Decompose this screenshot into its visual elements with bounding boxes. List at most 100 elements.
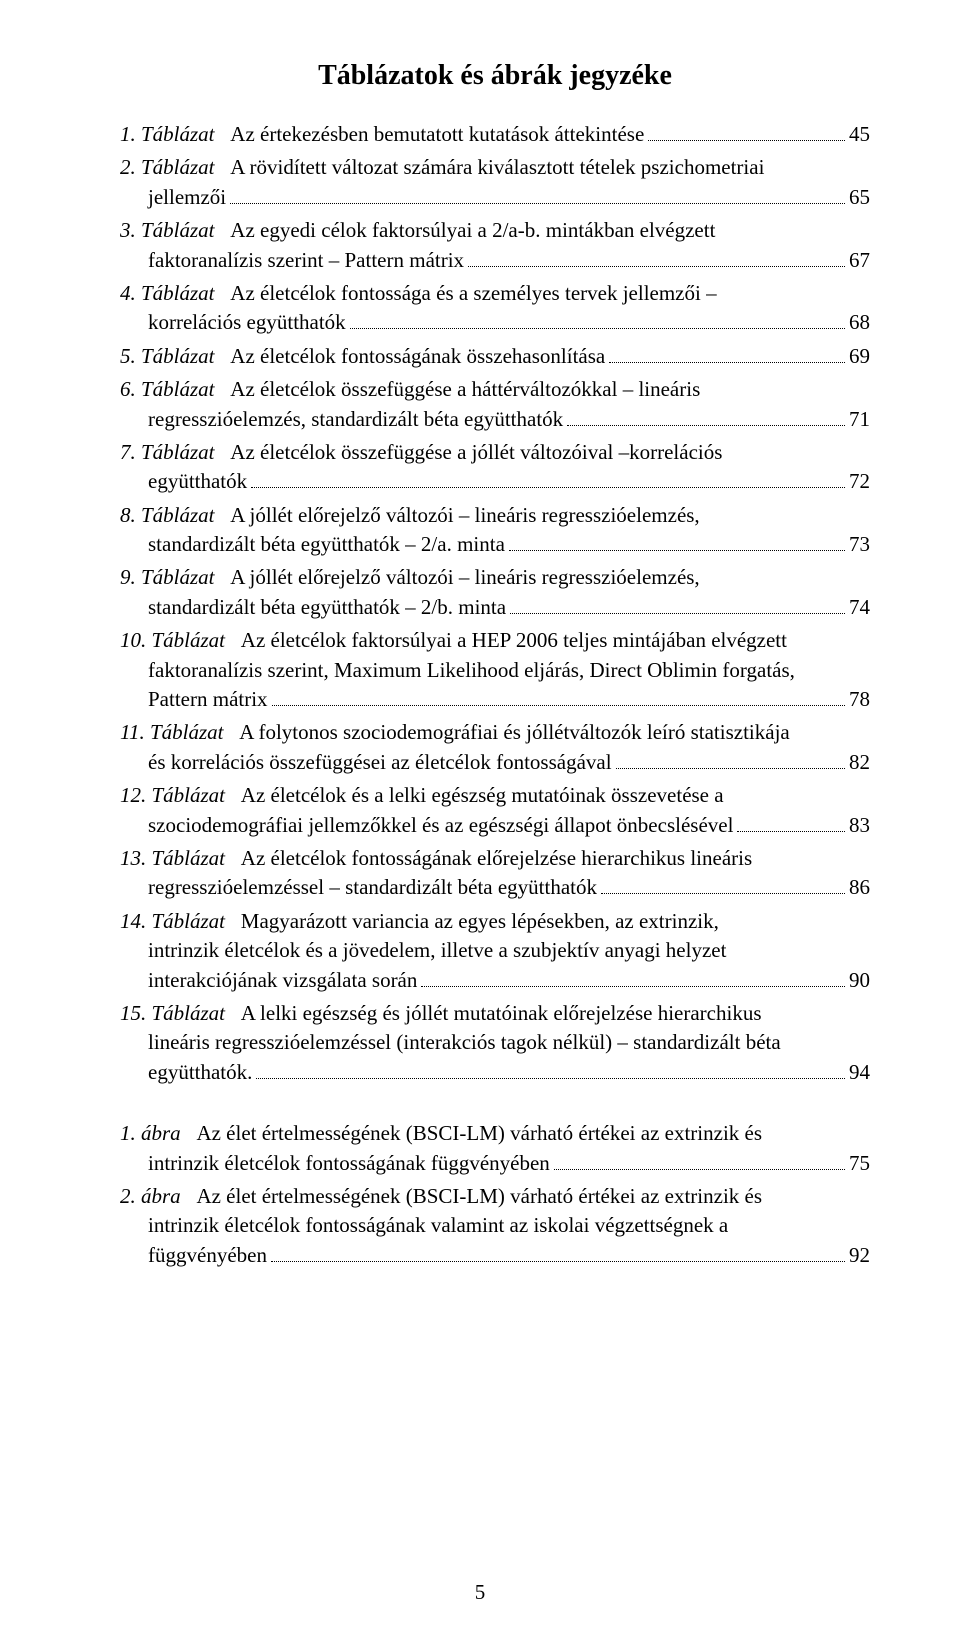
toc-first-line: 7. Táblázat Az életcélok összefüggése a … (120, 438, 870, 467)
figure-toc-entry: 2. ábra Az élet értelmességének (BSCI-LM… (120, 1182, 870, 1270)
toc-continuation-line: intrinzik életcélok fontosságának valami… (120, 1211, 870, 1240)
toc-last-line: függvényében 92 (120, 1241, 870, 1270)
table-toc-entry: 9. Táblázat A jóllét előrejelző változói… (120, 563, 870, 622)
toc-last-line: szociodemográfiai jellemzőkkel és az egé… (120, 811, 870, 840)
leader-dots (350, 328, 845, 329)
toc-label: 4. Táblázat (120, 281, 215, 305)
toc-label: 2. ábra (120, 1184, 181, 1208)
leader-dots (468, 266, 845, 267)
leader-dots (230, 203, 845, 204)
toc-first-line: 1. ábra Az élet értelmességének (BSCI-LM… (120, 1119, 870, 1148)
toc-first-line: 14. Táblázat Magyarázott variancia az eg… (120, 907, 870, 936)
table-toc-entry: 11. Táblázat A folytonos szociodemográfi… (120, 718, 870, 777)
section-gap (120, 1091, 870, 1119)
toc-first-line: 12. Táblázat Az életcélok és a lelki egé… (120, 781, 870, 810)
toc-page-number: 45 (849, 120, 870, 149)
toc-text: 5. Táblázat Az életcélok fontosságának ö… (120, 342, 605, 371)
toc-page-number: 74 (849, 593, 870, 622)
toc-continuation-line: lineáris regresszióelemzéssel (interakci… (120, 1028, 870, 1057)
toc-text: együtthatók (148, 467, 247, 496)
toc-last-line: és korrelációs összefüggései az életcélo… (120, 748, 870, 777)
toc-label: 15. Táblázat (120, 1001, 225, 1025)
toc-text: 1. Táblázat Az értekezésben bemutatott k… (120, 120, 644, 149)
toc-label: 12. Táblázat (120, 783, 225, 807)
table-toc-entry: 14. Táblázat Magyarázott variancia az eg… (120, 907, 870, 995)
toc-page-number: 78 (849, 685, 870, 714)
toc-label: 1. ábra (120, 1121, 181, 1145)
toc-last-line: jellemzői 65 (120, 183, 870, 212)
figures-toc-list: 1. ábra Az élet értelmességének (BSCI-LM… (120, 1119, 870, 1270)
leader-dots (251, 487, 845, 488)
toc-label: 2. Táblázat (120, 155, 215, 179)
toc-page-number: 83 (849, 811, 870, 840)
toc-page-number: 73 (849, 530, 870, 559)
table-toc-entry: 1. Táblázat Az értekezésben bemutatott k… (120, 120, 870, 149)
toc-first-line: 15. Táblázat A lelki egészség és jóllét … (120, 999, 870, 1028)
toc-text: interakciójának vizsgálata során (148, 966, 417, 995)
toc-last-line: regresszióelemzéssel – standardizált bét… (120, 873, 870, 902)
toc-first-line: 8. Táblázat A jóllét előrejelző változói… (120, 501, 870, 530)
toc-page-number: 69 (849, 342, 870, 371)
toc-text: standardizált béta együtthatók – 2/b. mi… (148, 593, 506, 622)
toc-page-number: 68 (849, 308, 870, 337)
figure-toc-entry: 1. ábra Az élet értelmességének (BSCI-LM… (120, 1119, 870, 1178)
leader-dots (737, 831, 845, 832)
toc-label: 7. Táblázat (120, 440, 215, 464)
toc-page-number: 67 (849, 246, 870, 275)
toc-text: függvényében (148, 1241, 267, 1270)
toc-label: 14. Táblázat (120, 909, 225, 933)
page-title: Táblázatok és ábrák jegyzéke (120, 60, 870, 92)
toc-first-line: 6. Táblázat Az életcélok összefüggése a … (120, 375, 870, 404)
leader-dots (421, 986, 845, 987)
table-toc-entry: 15. Táblázat A lelki egészség és jóllét … (120, 999, 870, 1087)
toc-last-line: faktoranalízis szerint – Pattern mátrix … (120, 246, 870, 275)
toc-page-number: 75 (849, 1149, 870, 1178)
toc-text: intrinzik életcélok fontosságának függvé… (148, 1149, 550, 1178)
toc-text: együtthatók. (148, 1058, 252, 1087)
toc-page-number: 82 (849, 748, 870, 777)
table-toc-entry: 3. Táblázat Az egyedi célok faktorsúlyai… (120, 216, 870, 275)
toc-label: 11. Táblázat (120, 720, 223, 744)
toc-page-number: 65 (849, 183, 870, 212)
toc-last-line: korrelációs együtthatók 68 (120, 308, 870, 337)
leader-dots (648, 140, 845, 141)
toc-page-number: 86 (849, 873, 870, 902)
toc-label: 1. Táblázat (120, 122, 215, 146)
toc-page-number: 90 (849, 966, 870, 995)
table-toc-entry: 12. Táblázat Az életcélok és a lelki egé… (120, 781, 870, 840)
page-number-footer: 5 (0, 1580, 960, 1605)
leader-dots (616, 768, 845, 769)
table-toc-entry: 2. Táblázat A rövidített változat számár… (120, 153, 870, 212)
toc-label: 9. Táblázat (120, 565, 215, 589)
toc-continuation-line: faktoranalízis szerint, Maximum Likeliho… (120, 656, 870, 685)
toc-text: regresszióelemzés, standardizált béta eg… (148, 405, 563, 434)
toc-page-number: 94 (849, 1058, 870, 1087)
table-toc-entry: 10. Táblázat Az életcélok faktorsúlyai a… (120, 626, 870, 714)
toc-first-line: 11. Táblázat A folytonos szociodemográfi… (120, 718, 870, 747)
table-toc-entry: 8. Táblázat A jóllét előrejelző változói… (120, 501, 870, 560)
toc-first-line: 10. Táblázat Az életcélok faktorsúlyai a… (120, 626, 870, 655)
table-toc-entry: 13. Táblázat Az életcélok fontosságának … (120, 844, 870, 903)
leader-dots (554, 1169, 845, 1170)
toc-last-line: 1. Táblázat Az értekezésben bemutatott k… (120, 120, 870, 149)
leader-dots (509, 550, 845, 551)
toc-text: és korrelációs összefüggései az életcélo… (148, 748, 612, 777)
toc-last-line: együtthatók. 94 (120, 1058, 870, 1087)
toc-page-number: 92 (849, 1241, 870, 1270)
table-toc-entry: 7. Táblázat Az életcélok összefüggése a … (120, 438, 870, 497)
toc-last-line: együtthatók 72 (120, 467, 870, 496)
toc-last-line: Pattern mátrix 78 (120, 685, 870, 714)
toc-first-line: 3. Táblázat Az egyedi célok faktorsúlyai… (120, 216, 870, 245)
toc-first-line: 13. Táblázat Az életcélok fontosságának … (120, 844, 870, 873)
leader-dots (609, 362, 845, 363)
toc-label: 3. Táblázat (120, 218, 215, 242)
toc-text: korrelációs együtthatók (148, 308, 346, 337)
leader-dots (567, 425, 845, 426)
toc-first-line: 2. ábra Az élet értelmességének (BSCI-LM… (120, 1182, 870, 1211)
toc-label: 10. Táblázat (120, 628, 225, 652)
toc-label: 13. Táblázat (120, 846, 225, 870)
toc-last-line: intrinzik életcélok fontosságának függvé… (120, 1149, 870, 1178)
toc-label: 6. Táblázat (120, 377, 215, 401)
toc-text: standardizált béta együtthatók – 2/a. mi… (148, 530, 505, 559)
toc-text: faktoranalízis szerint – Pattern mátrix (148, 246, 464, 275)
